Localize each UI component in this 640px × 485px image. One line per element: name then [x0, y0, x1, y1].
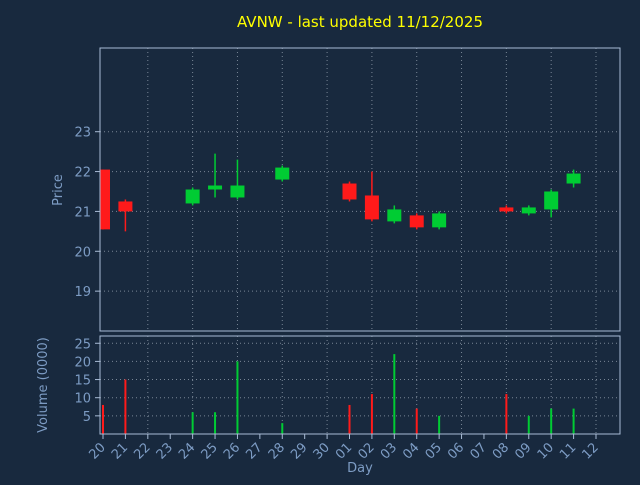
day-tick-label: 27: [243, 440, 265, 462]
price-panel-border: [99, 47, 621, 332]
day-tick-label: 22: [131, 440, 153, 462]
day-tick-label: 26: [221, 440, 243, 462]
day-tick-label: 29: [288, 440, 310, 462]
candle-body: [521, 207, 536, 214]
volume-tick-label: 5: [83, 410, 91, 425]
volume-tick-label: 20: [74, 355, 91, 370]
candle-body: [230, 185, 245, 198]
candle-body: [208, 185, 223, 190]
day-tick-label: 12: [580, 440, 602, 462]
candle-body: [275, 167, 290, 180]
day-tick-label: 25: [199, 440, 221, 462]
candle-body: [409, 215, 424, 228]
volume-panel-border: [99, 335, 621, 435]
day-tick-label: 03: [378, 440, 400, 462]
candle-body: [342, 183, 357, 200]
x-axis-label: Day: [347, 461, 373, 476]
day-tick-label: 09: [512, 440, 534, 462]
candle-body: [387, 209, 402, 222]
price-tick-label: 21: [74, 205, 91, 220]
price-axis-label: Price: [51, 174, 66, 206]
price-tick-label: 20: [74, 245, 91, 260]
day-tick-label: 11: [557, 440, 579, 462]
volume-axis-label: Volume (0000): [36, 337, 51, 433]
day-tick-label: 24: [176, 440, 198, 462]
candle-body: [566, 173, 581, 184]
volume-tick-label: 10: [74, 392, 91, 407]
day-tick-label: 10: [535, 440, 557, 462]
candle-body: [364, 195, 379, 220]
candle-body: [118, 201, 133, 212]
candle-body: [185, 189, 200, 204]
volume-tick-label: 15: [74, 374, 91, 389]
price-tick-label: 19: [74, 285, 91, 300]
volume-tick-label: 25: [74, 337, 91, 352]
candle-body: [432, 213, 447, 228]
day-tick-label: 20: [87, 440, 109, 462]
price-tick-label: 23: [74, 126, 91, 141]
day-tick-label: 30: [311, 440, 333, 462]
day-tick-label: 07: [467, 440, 489, 462]
day-tick-label: 23: [154, 440, 176, 462]
day-tick-label: 08: [490, 440, 512, 462]
candle-body: [499, 207, 514, 212]
day-tick-label: 04: [400, 440, 422, 462]
day-tick-label: 06: [445, 440, 467, 462]
day-tick-label: 02: [355, 440, 377, 462]
price-tick-label: 22: [74, 166, 91, 181]
day-tick-label: 21: [109, 440, 131, 462]
candle-body: [544, 191, 559, 210]
day-tick-label: 05: [423, 440, 445, 462]
day-tick-label: 28: [266, 440, 288, 462]
day-tick-label: 01: [333, 440, 355, 462]
candle-body: [100, 169, 110, 230]
chart-title: AVNW - last updated 11/12/2025: [237, 13, 483, 31]
